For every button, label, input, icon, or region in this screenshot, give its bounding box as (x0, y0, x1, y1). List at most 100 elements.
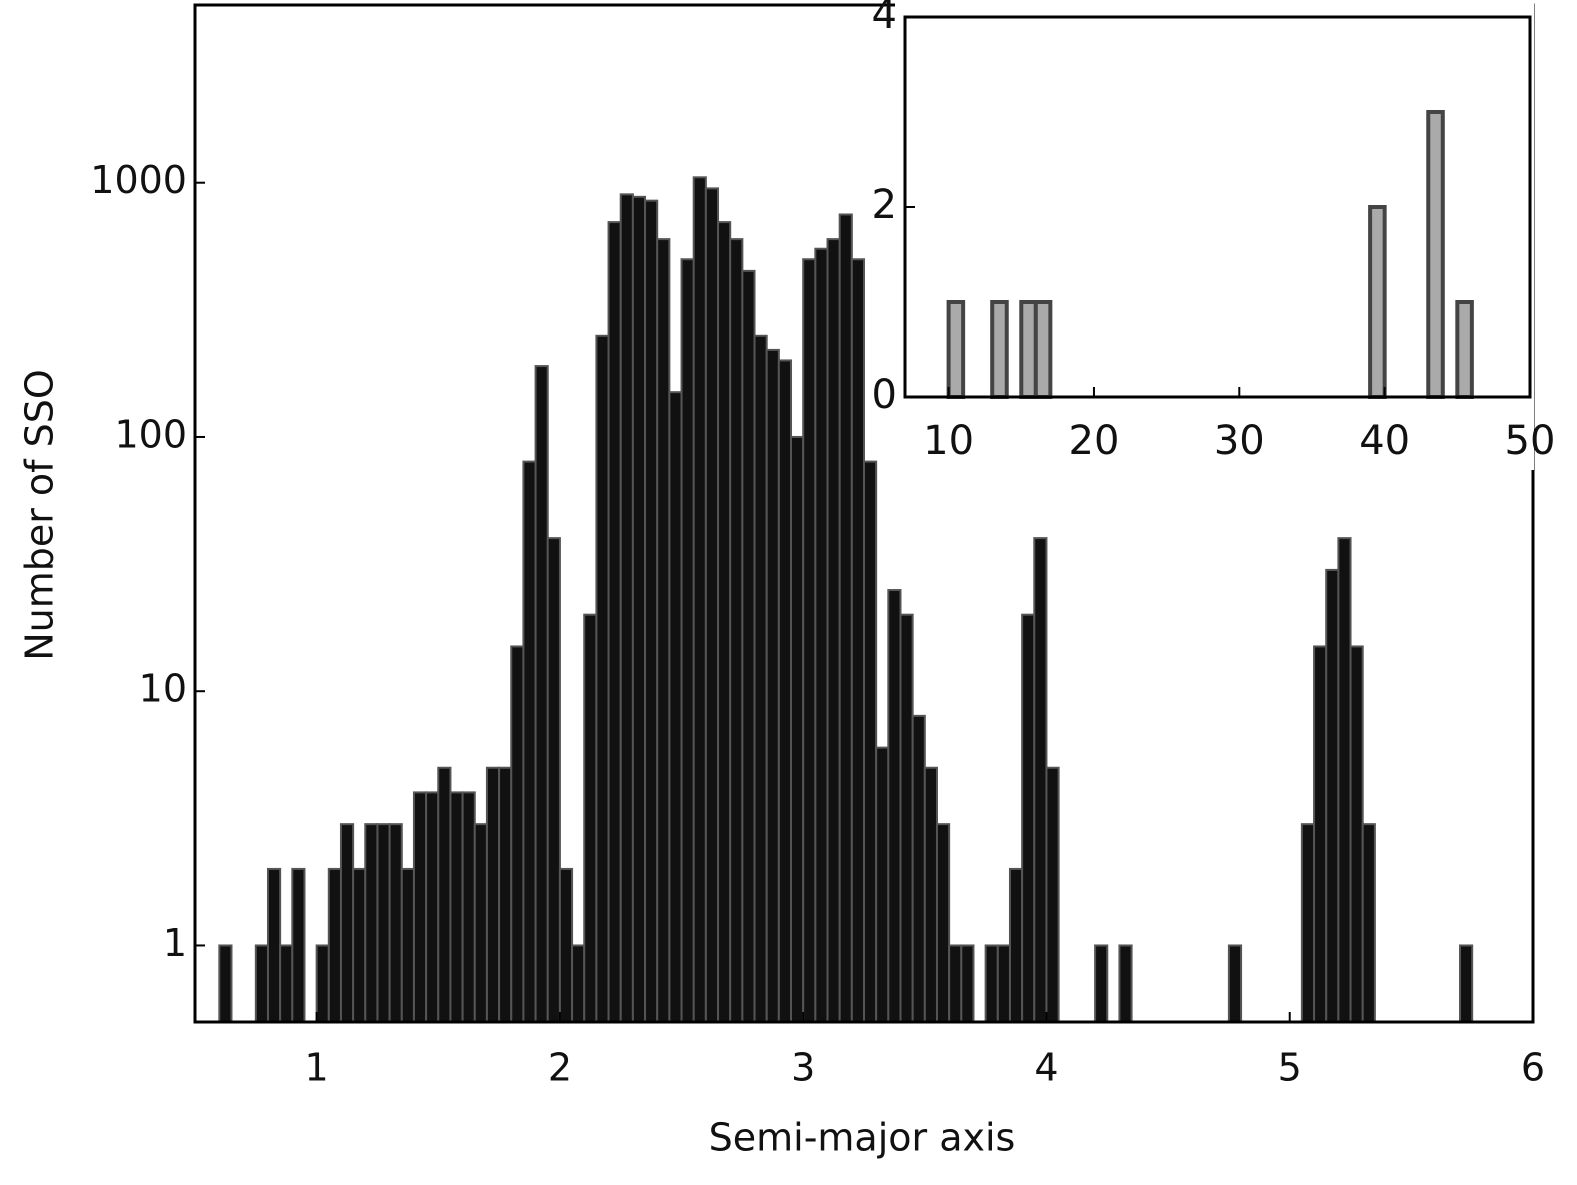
y-tick-label: 100 (114, 412, 187, 456)
bar (449, 791, 464, 1023)
bar (790, 435, 805, 1023)
bar (510, 645, 525, 1023)
bar (1325, 568, 1340, 1023)
bar (254, 944, 269, 1024)
bar (266, 867, 282, 1024)
bar (850, 258, 866, 1023)
bar (412, 791, 428, 1023)
y-tick-label: 4 (872, 0, 897, 38)
axes-frame (193, 3, 1535, 1024)
bar (291, 867, 306, 1024)
bar (923, 766, 938, 1023)
bar (1227, 944, 1243, 1024)
bar (729, 238, 744, 1023)
bar (595, 334, 610, 1023)
y-tick-label: 1000 (90, 158, 187, 202)
bar (498, 766, 513, 1023)
x-tick-label: 30 (1214, 418, 1265, 464)
bar (946, 300, 966, 399)
y-tick-label: 0 (872, 372, 897, 418)
x-axis-label: Semi-major axis (709, 1116, 1016, 1160)
bar (802, 258, 817, 1023)
x-tick-label: 50 (1505, 418, 1556, 464)
bar (461, 791, 476, 1023)
bar (339, 823, 355, 1023)
bar (400, 867, 415, 1024)
bar (437, 766, 452, 1023)
y-tick-label: 2 (872, 182, 897, 228)
bar (996, 944, 1011, 1024)
bar (218, 944, 233, 1024)
bar (485, 766, 501, 1023)
bar (863, 460, 878, 1024)
bar (546, 537, 561, 1023)
bar (1033, 300, 1053, 399)
y-tick-label: 10 (139, 667, 187, 711)
bar (668, 391, 683, 1024)
bar (1455, 300, 1474, 399)
bar (1313, 645, 1328, 1023)
bar (960, 944, 975, 1024)
bar (1019, 300, 1038, 399)
bar (534, 365, 549, 1023)
bar (388, 823, 403, 1023)
bar (1459, 944, 1474, 1024)
x-tick-label: 10 (923, 418, 974, 464)
bar (1361, 823, 1376, 1023)
bar (558, 867, 574, 1024)
bar (376, 823, 391, 1023)
bar (1045, 766, 1060, 1023)
bar (1300, 823, 1316, 1023)
bar (887, 589, 902, 1023)
bar (1021, 613, 1036, 1024)
bar (1349, 645, 1364, 1023)
bar (765, 348, 780, 1023)
bar (473, 823, 488, 1023)
x-tick-label: 2 (548, 1046, 572, 1090)
bar (838, 213, 853, 1023)
bar (717, 221, 732, 1024)
bar (1033, 537, 1048, 1023)
bar (631, 195, 647, 1023)
x-tick-label: 5 (1278, 1046, 1302, 1090)
bar (315, 944, 330, 1024)
bar (911, 714, 926, 1023)
bar (899, 613, 914, 1024)
x-tick-label: 3 (791, 1046, 815, 1090)
bar (364, 823, 379, 1023)
x-tick-label: 40 (1359, 418, 1410, 464)
bar (1008, 867, 1024, 1024)
bar (279, 944, 294, 1024)
bar (1368, 205, 1387, 399)
x-tick-label: 1 (305, 1046, 329, 1090)
bar (692, 176, 707, 1023)
bar (777, 359, 793, 1023)
bar (704, 187, 720, 1023)
bar (352, 867, 367, 1024)
bar (583, 613, 598, 1024)
bar (1094, 944, 1109, 1024)
bar (680, 258, 695, 1023)
bar (1337, 537, 1352, 1023)
bar (814, 247, 829, 1024)
bar (522, 460, 537, 1024)
bar (425, 791, 440, 1023)
bar (826, 238, 841, 1023)
x-tick-label: 4 (1034, 1046, 1058, 1090)
bar (644, 199, 659, 1023)
bar (741, 269, 756, 1023)
bar (875, 746, 890, 1023)
bar (656, 238, 671, 1023)
bar (990, 300, 1009, 399)
bar (948, 944, 963, 1024)
bar (1118, 944, 1133, 1024)
bar (327, 867, 342, 1024)
y-axis-label: Number of SSO (18, 369, 62, 661)
bar (935, 823, 951, 1023)
bar (984, 944, 999, 1024)
x-tick-label: 20 (1069, 418, 1120, 464)
bar (1426, 110, 1445, 399)
bar (571, 944, 586, 1024)
